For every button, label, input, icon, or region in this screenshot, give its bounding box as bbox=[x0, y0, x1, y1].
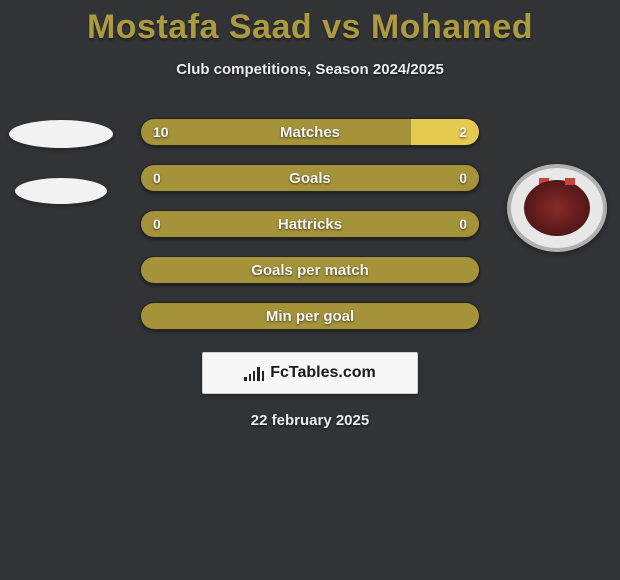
bar-value-right: 2 bbox=[459, 119, 467, 145]
bar-right-segment bbox=[310, 165, 479, 191]
date-label: 22 february 2025 bbox=[0, 412, 620, 429]
player-right-club bbox=[502, 164, 612, 252]
bar-left-segment bbox=[141, 257, 479, 283]
bar-value-right: 0 bbox=[459, 165, 467, 191]
bar-row: 00Goals bbox=[140, 164, 480, 192]
player-left-avatar-2 bbox=[15, 178, 107, 204]
bar-left-segment bbox=[141, 303, 479, 329]
subtitle: Club competitions, Season 2024/2025 bbox=[0, 61, 620, 78]
bar-row: 102Matches bbox=[140, 118, 480, 146]
player-left-avatar-1 bbox=[9, 120, 113, 148]
page-title: Mostafa Saad vs Mohamed bbox=[0, 0, 620, 47]
bar-left-segment bbox=[141, 119, 411, 145]
bar-value-left: 0 bbox=[153, 211, 161, 237]
bar-value-left: 10 bbox=[153, 119, 169, 145]
bar-row: 00Hattricks bbox=[140, 210, 480, 238]
bar-left-segment bbox=[141, 211, 310, 237]
bar-row: Goals per match bbox=[140, 256, 480, 284]
brand-text: FcTables.com bbox=[270, 364, 376, 382]
brand-box: FcTables.com bbox=[202, 352, 418, 394]
bars-container: 102Matches00Goals00HattricksGoals per ma… bbox=[140, 118, 480, 330]
player-left-avatars bbox=[6, 120, 116, 204]
bar-value-right: 0 bbox=[459, 211, 467, 237]
comparison-chart: 102Matches00Goals00HattricksGoals per ma… bbox=[0, 118, 620, 330]
brand-chart-icon bbox=[244, 365, 264, 381]
bar-left-segment bbox=[141, 165, 310, 191]
bar-value-left: 0 bbox=[153, 165, 161, 191]
club-badge-icon bbox=[507, 164, 607, 252]
bar-right-segment bbox=[310, 211, 479, 237]
bar-row: Min per goal bbox=[140, 302, 480, 330]
bar-right-segment bbox=[411, 119, 479, 145]
